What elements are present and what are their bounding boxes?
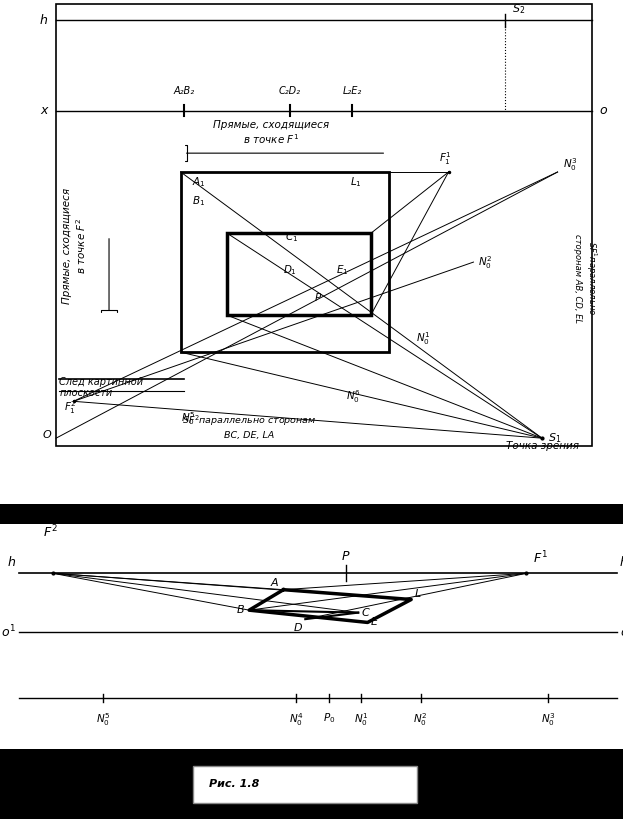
Text: $N_0^6$: $N_0^6$ bbox=[346, 388, 361, 405]
Bar bbox=[227, 233, 371, 315]
Bar bbox=[0, 749, 623, 819]
Text: $S_1$: $S_1$ bbox=[548, 432, 561, 445]
Text: $E_1$: $E_1$ bbox=[336, 264, 349, 277]
Text: $F_1^1$: $F_1^1$ bbox=[439, 151, 452, 167]
Text: $D_1$: $D_1$ bbox=[283, 264, 297, 277]
Text: $F^2$: $F^2$ bbox=[42, 524, 57, 541]
Text: L₂E₂: L₂E₂ bbox=[343, 86, 361, 96]
Text: o: o bbox=[599, 104, 607, 117]
Text: След картинной
плоскости: След картинной плоскости bbox=[59, 377, 143, 398]
Text: $C_1$: $C_1$ bbox=[285, 231, 298, 244]
Text: $L_1$: $L_1$ bbox=[350, 175, 361, 188]
Text: $P_0$: $P_0$ bbox=[323, 711, 335, 725]
Text: A₂B₂: A₂B₂ bbox=[173, 86, 194, 96]
Bar bbox=[0, 524, 623, 749]
Text: C: C bbox=[361, 608, 369, 618]
Text: $N_0^3$: $N_0^3$ bbox=[541, 711, 556, 728]
Text: Точка зрения: Точка зрения bbox=[505, 441, 579, 450]
Bar bbox=[0, 504, 623, 524]
Text: A: A bbox=[271, 577, 278, 587]
Text: $A_1$: $A_1$ bbox=[192, 175, 206, 188]
Text: D: D bbox=[293, 623, 302, 633]
Text: $N_0^5$: $N_0^5$ bbox=[95, 711, 110, 728]
Text: $N_0^2$: $N_0^2$ bbox=[478, 255, 493, 271]
Text: E: E bbox=[371, 618, 378, 627]
Text: $F_1^2$: $F_1^2$ bbox=[64, 400, 77, 416]
Bar bbox=[56, 4, 592, 446]
Text: h: h bbox=[7, 556, 16, 569]
Text: Рис. 1.8: Рис. 1.8 bbox=[209, 779, 259, 790]
Text: $N_0^1$: $N_0^1$ bbox=[354, 711, 369, 728]
Text: x: x bbox=[40, 104, 47, 117]
Text: BC, DE, LA: BC, DE, LA bbox=[224, 431, 274, 440]
Text: h: h bbox=[620, 556, 623, 569]
Text: $N_0^1$: $N_0^1$ bbox=[416, 331, 430, 347]
Text: $N_0^3$: $N_0^3$ bbox=[563, 156, 577, 173]
Text: Прямые, сходящиеся
в точке $F^2$: Прямые, сходящиеся в точке $F^2$ bbox=[62, 188, 88, 304]
Text: P: P bbox=[315, 292, 321, 302]
Text: $S_2$: $S_2$ bbox=[512, 2, 525, 16]
Text: h: h bbox=[40, 14, 47, 27]
Text: $N_0^2$: $N_0^2$ bbox=[413, 711, 428, 728]
Bar bbox=[193, 766, 417, 803]
Text: $B_1$: $B_1$ bbox=[192, 194, 205, 207]
Text: O: O bbox=[42, 430, 51, 440]
Text: Прямые, сходящиеся
в точке $F^1$: Прямые, сходящиеся в точке $F^1$ bbox=[213, 120, 329, 146]
Text: L: L bbox=[414, 589, 421, 599]
Text: $o^1$: $o^1$ bbox=[1, 624, 16, 640]
Text: $SF^2$параллельно сторонам: $SF^2$параллельно сторонам bbox=[182, 413, 316, 428]
Text: $N_0^4$: $N_0^4$ bbox=[288, 711, 303, 728]
Text: P: P bbox=[342, 550, 350, 563]
Text: B: B bbox=[237, 605, 244, 615]
Text: C₂D₂: C₂D₂ bbox=[278, 86, 301, 96]
Bar bbox=[181, 172, 389, 352]
Text: $o^2$: $o^2$ bbox=[620, 624, 623, 640]
Text: $F^1$: $F^1$ bbox=[533, 550, 548, 567]
Text: $N_0^5$: $N_0^5$ bbox=[181, 410, 195, 427]
Text: $SF^1$параллельно
сторонам AB, CD, EL: $SF^1$параллельно сторонам AB, CD, EL bbox=[573, 234, 598, 323]
